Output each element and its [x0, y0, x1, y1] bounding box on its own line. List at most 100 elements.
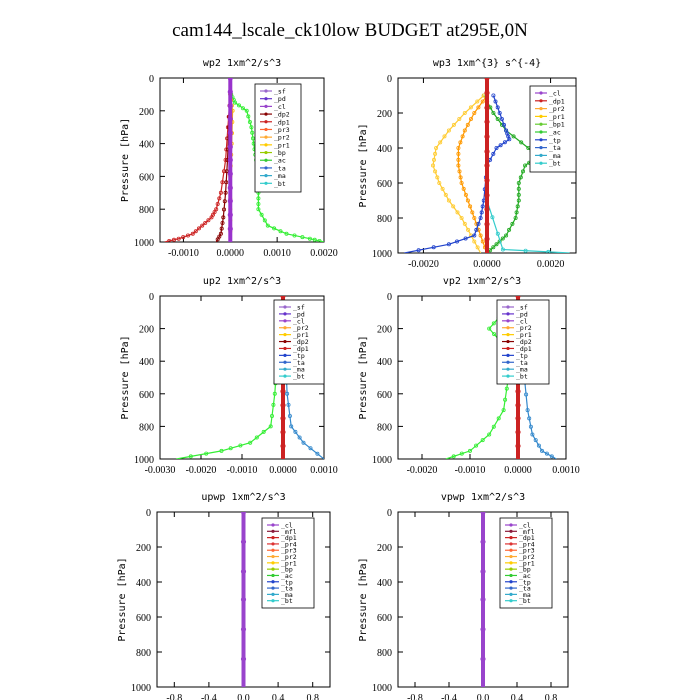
series-marker — [240, 568, 247, 575]
y-tick-label: 1000 — [134, 238, 154, 249]
legend-entry: _pr3 — [281, 547, 297, 555]
legend-marker — [509, 561, 513, 565]
legend-entry: _cl — [274, 103, 286, 111]
series-marker — [480, 539, 486, 545]
legend-entry: _cl — [293, 317, 305, 325]
series-marker — [527, 416, 532, 421]
legend-marker — [283, 374, 287, 378]
series-marker — [462, 221, 467, 226]
legend-marker — [271, 573, 275, 578]
legend-entry: _bt — [516, 373, 528, 381]
series-marker — [232, 100, 237, 105]
legend-entry: _tp — [293, 352, 305, 360]
legend-marker — [509, 554, 513, 559]
series-marker — [254, 435, 259, 440]
series-marker — [286, 402, 291, 407]
series-marker — [209, 215, 214, 220]
legend-entry: _bp — [281, 566, 293, 574]
legend-entry: _pr3 — [274, 126, 290, 134]
plot-frame — [397, 295, 567, 460]
legend-marker — [539, 138, 543, 142]
legend-entry: _pd — [516, 310, 528, 318]
series-marker — [433, 151, 438, 156]
legend-marker — [264, 104, 268, 108]
series-marker — [217, 234, 222, 239]
series-marker — [501, 408, 506, 413]
y-tick-label: 600 — [377, 613, 392, 624]
series-marker — [476, 227, 481, 232]
chart-panel-1: wp2 1xm^2/s^3 0 200 400 600 800 1000 Pressure [… — [120, 58, 338, 259]
legend-marker — [539, 99, 543, 103]
series-marker — [467, 448, 472, 453]
legend-marker — [264, 158, 268, 162]
series-marker — [540, 448, 545, 453]
legend-entry: _pr1 — [293, 331, 309, 339]
x-tick-label: 0.0010 — [552, 465, 580, 476]
series-marker — [516, 192, 521, 197]
x-tick-label: -0.8 — [407, 693, 423, 700]
y-tick-label: 1000 — [372, 455, 392, 466]
series-marker — [272, 391, 277, 396]
legend-entry: _mfl — [519, 528, 535, 536]
y-tick-label: 1000 — [372, 683, 392, 694]
series-marker — [495, 105, 500, 110]
y-tick-label: 400 — [139, 357, 154, 368]
series-marker — [215, 201, 220, 206]
series-marker — [204, 451, 209, 456]
series-marker — [516, 180, 521, 185]
legend-marker — [506, 360, 510, 364]
legend-marker — [506, 374, 510, 378]
y-tick-label: 0 — [387, 508, 392, 519]
y-axis-label: Pressure [hPa] — [120, 118, 131, 202]
legend-marker — [539, 122, 543, 126]
series-marker — [308, 446, 313, 451]
series-marker — [549, 454, 554, 459]
series-marker — [480, 438, 485, 443]
series-marker — [221, 215, 226, 220]
series-marker — [240, 106, 245, 111]
x-tick-label: 0.0 — [477, 693, 490, 700]
series-marker — [285, 391, 290, 396]
x-tick-label: -0.4 — [201, 693, 217, 700]
series-marker — [446, 198, 451, 203]
legend-entry: _cl — [549, 90, 561, 98]
series-marker — [468, 117, 473, 122]
series-marker — [495, 117, 500, 122]
legend-entry: _ta — [519, 585, 531, 593]
legend-marker — [539, 114, 543, 118]
series-marker — [455, 210, 460, 215]
series-marker — [484, 90, 490, 96]
legend-marker — [264, 150, 268, 155]
series-marker — [465, 122, 470, 127]
legend-entry: _pr1 — [519, 559, 535, 567]
series-marker — [502, 140, 507, 145]
legend-entry: _dp1 — [549, 97, 565, 105]
y-tick-label: 1000 — [372, 249, 392, 260]
series-marker — [515, 296, 521, 299]
series-marker — [465, 198, 470, 203]
series-marker — [484, 148, 490, 155]
legend-marker — [271, 523, 275, 527]
legend-entry: _ac — [274, 157, 286, 165]
panel-title: vpwp 1xm^2/s^3 — [441, 492, 525, 503]
x-tick-label: -0.4 — [441, 693, 457, 700]
series-marker — [280, 429, 286, 435]
series-marker — [504, 386, 509, 391]
series-marker — [280, 388, 286, 394]
series-marker — [185, 233, 190, 238]
legend-entry: _dp2 — [274, 111, 290, 119]
series-marker — [451, 122, 456, 127]
series-marker — [463, 192, 468, 197]
series-marker — [221, 207, 226, 212]
series-marker — [507, 137, 512, 142]
series-marker — [491, 111, 496, 116]
legend-marker — [264, 112, 268, 116]
series-marker — [484, 105, 490, 111]
legend-marker — [283, 353, 287, 357]
x-tick-label: -0.0020 — [408, 259, 439, 270]
y-tick-label: 200 — [136, 543, 151, 554]
plot-area — [240, 512, 247, 687]
series-marker — [519, 140, 524, 145]
y-tick-label: 1000 — [134, 455, 154, 466]
series-marker — [247, 120, 252, 125]
